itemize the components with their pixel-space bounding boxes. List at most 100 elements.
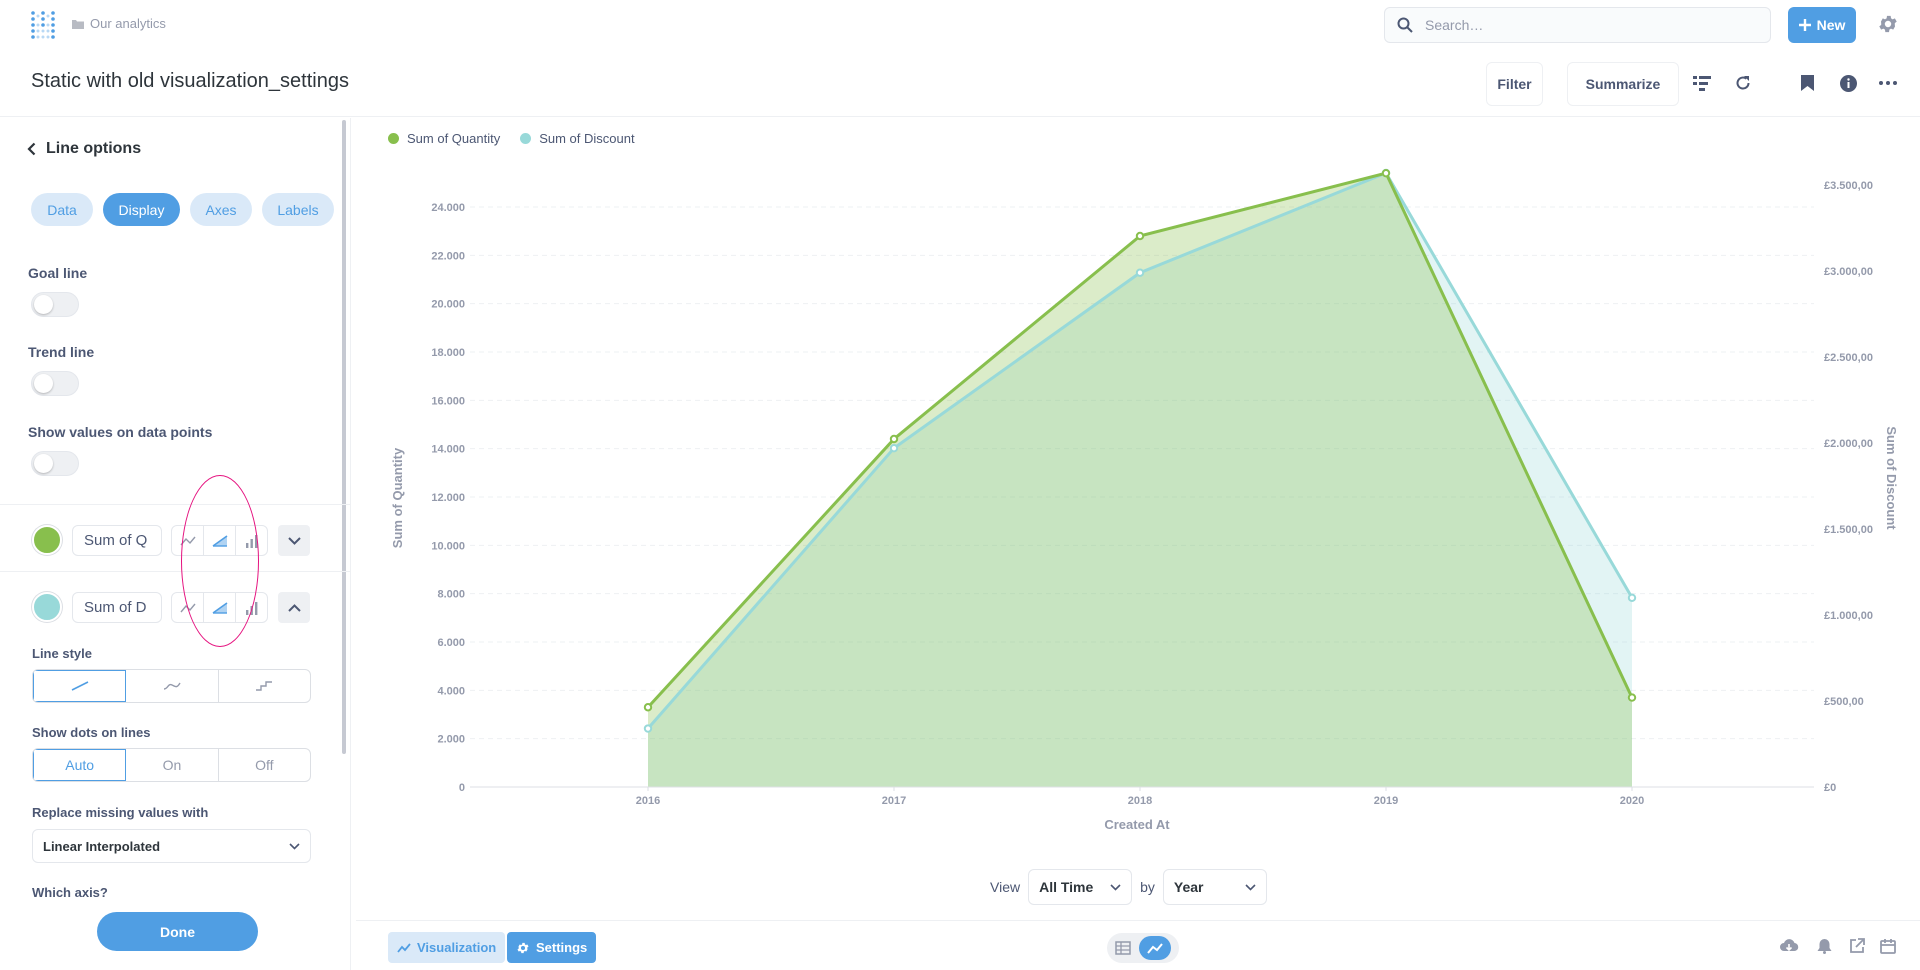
trend-line-label: Trend line [28, 344, 95, 360]
data-point-quantity [643, 703, 653, 712]
summarize-button[interactable]: Summarize [1567, 62, 1679, 106]
new-button[interactable]: New [1788, 7, 1856, 43]
highlight-annotation [181, 475, 259, 647]
y-tick-label: 20.000 [431, 299, 465, 311]
legend-item-quantity[interactable]: Sum of Quantity [388, 131, 500, 146]
line-style-selector [32, 669, 311, 703]
series-area-discount [648, 172, 1632, 788]
y-tick-label: 16.000 [431, 395, 465, 407]
breadcrumb-collection[interactable]: Our analytics [90, 16, 166, 31]
dots-option-on[interactable]: On [126, 749, 219, 781]
series-color-picker[interactable] [32, 592, 62, 622]
refresh-icon[interactable] [1735, 75, 1751, 91]
line-style-curved[interactable] [126, 670, 219, 702]
expand-series-button[interactable] [278, 525, 310, 556]
filter-button[interactable]: Filter [1486, 62, 1543, 106]
y2-tick-label: £3.000,00 [1824, 266, 1873, 278]
y-tick-label: 14.000 [431, 444, 465, 456]
bookmark-icon[interactable] [1801, 75, 1814, 91]
metabase-logo-icon[interactable] [30, 10, 56, 40]
y-tick-label: 0 [459, 782, 465, 794]
legend-dot [388, 133, 399, 144]
info-icon[interactable] [1840, 75, 1857, 92]
data-point-quantity [1381, 168, 1391, 178]
goal-line-toggle[interactable] [31, 292, 79, 317]
trend-line-toggle[interactable] [31, 371, 79, 396]
legend-label: Sum of Discount [539, 131, 635, 146]
dots-option-off[interactable]: Off [255, 757, 274, 773]
new-button-label: New [1816, 17, 1846, 33]
settings-label: Settings [536, 940, 588, 955]
y2-tick-label: £3.500,00 [1824, 180, 1873, 192]
share-icon[interactable] [1849, 938, 1865, 954]
settings-button[interactable]: Settings [507, 932, 597, 963]
y2-tick-label: £2.000,00 [1824, 438, 1873, 450]
series-area-quantity [648, 173, 1632, 787]
download-icon[interactable] [1779, 938, 1799, 954]
search-input[interactable]: Search… [1384, 7, 1771, 43]
by-label: by [1140, 879, 1155, 895]
x-tick-label: 2018 [1128, 795, 1152, 807]
table-icon[interactable] [1115, 941, 1131, 955]
y-tick-label: 4.000 [437, 685, 465, 697]
calendar-icon[interactable] [1880, 938, 1896, 954]
visualization-label: Visualization [417, 940, 497, 955]
y2-tick-label: £500,00 [1824, 696, 1864, 708]
chevron-down-icon [1245, 883, 1256, 891]
view-period-value: All Time [1039, 879, 1094, 895]
question-header: Static with old visualization_settings F… [0, 49, 1920, 117]
x-axis-title: Created At [1104, 817, 1170, 832]
y-axis-title: Sum of Quantity [390, 447, 405, 548]
tab-display[interactable]: Display [103, 193, 180, 226]
sidebar-scrollbar[interactable] [342, 120, 346, 754]
bucket-select[interactable]: Year [1162, 869, 1267, 905]
show-dots-selector: Auto On Off [32, 748, 311, 782]
tab-labels[interactable]: Labels [262, 193, 334, 226]
line-chart-icon [397, 942, 411, 953]
folder-icon [72, 19, 84, 29]
legend-item-discount[interactable]: Sum of Discount [520, 131, 635, 146]
breadcrumb[interactable]: Our analytics [72, 16, 166, 31]
missing-values-label: Replace missing values with [32, 805, 209, 820]
curved-line-icon [163, 682, 181, 690]
view-label: View [990, 879, 1021, 895]
line-chart-icon [1147, 942, 1163, 954]
chevron-down-icon [1110, 883, 1121, 891]
show-values-toggle[interactable] [31, 451, 79, 476]
done-button[interactable]: Done [97, 912, 258, 951]
y2-tick-label: £0 [1824, 782, 1836, 794]
series-color-picker[interactable] [32, 525, 62, 555]
chart-view-toggle[interactable] [1139, 936, 1171, 960]
search-placeholder: Search… [1425, 17, 1484, 33]
line-style-step[interactable] [219, 670, 310, 702]
back-button[interactable]: Line options [27, 140, 141, 158]
legend-dot [520, 133, 532, 144]
show-values-label: Show values on data points [28, 424, 213, 440]
y-tick-label: 12.000 [431, 492, 465, 504]
series-name-input[interactable]: Sum of D [72, 592, 162, 623]
more-icon[interactable] [1879, 81, 1897, 85]
which-axis-label: Which axis? [32, 885, 108, 900]
data-point-quantity [889, 434, 899, 444]
bell-icon[interactable] [1817, 938, 1832, 954]
view-period-select[interactable]: All Time [1028, 869, 1133, 905]
gear-icon[interactable] [1877, 13, 1899, 35]
line-style-label: Line style [32, 646, 92, 661]
series-row-quantity: Sum of Q [0, 504, 350, 571]
series-name-input[interactable]: Sum of Q [72, 525, 162, 556]
tab-axes[interactable]: Axes [190, 193, 252, 226]
visualization-button[interactable]: Visualization [388, 932, 506, 963]
line-style-linear[interactable] [33, 670, 127, 702]
top-nav: Our analytics Search… New [0, 0, 1920, 49]
notebook-icon[interactable] [1693, 75, 1711, 91]
data-point-quantity [1135, 231, 1145, 241]
collapse-series-button[interactable] [278, 592, 310, 623]
missing-values-select[interactable]: Linear Interpolated [32, 829, 311, 863]
view-footer: Visualization Settings [356, 920, 1920, 970]
dots-option-auto[interactable]: Auto [33, 749, 127, 781]
chart-settings-sidebar: Line options Data Display Axes Labels Go… [0, 118, 351, 970]
data-point-quantity [1627, 693, 1637, 702]
y-tick-label: 24.000 [431, 202, 465, 214]
page-title[interactable]: Static with old visualization_settings [31, 70, 349, 92]
tab-data[interactable]: Data [31, 193, 93, 226]
